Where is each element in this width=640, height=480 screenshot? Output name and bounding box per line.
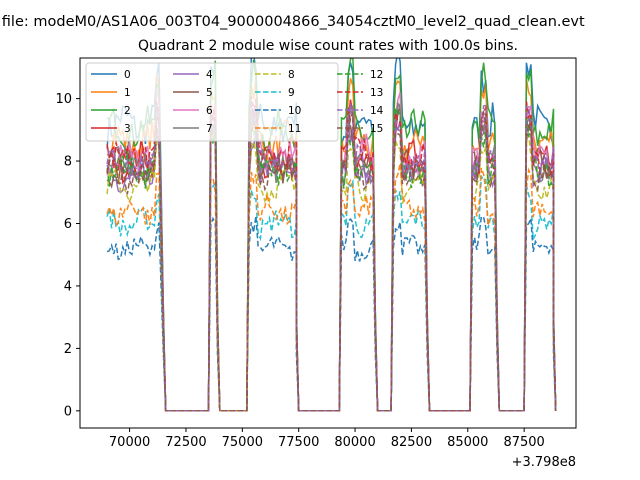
y-tick-label: 10 [55, 92, 72, 107]
legend-label-10: 10 [288, 105, 301, 117]
x-tick-label: 72500 [165, 435, 206, 450]
y-tick-label: 2 [64, 342, 72, 357]
figure-suptitle: n file: modeM0/AS1A06_003T04_9000004866_… [0, 14, 585, 30]
legend-label-1: 1 [124, 87, 131, 99]
legend-label-12: 12 [370, 69, 383, 81]
chart-title: Quadrant 2 module wise count rates with … [138, 38, 518, 54]
legend-label-7: 7 [206, 123, 213, 135]
x-tick-label: 77500 [278, 435, 319, 450]
legend-label-11: 11 [288, 123, 301, 135]
legend-label-0: 0 [124, 69, 131, 81]
legend-label-4: 4 [206, 69, 213, 81]
legend-label-9: 9 [288, 87, 295, 99]
legend-label-13: 13 [370, 87, 383, 99]
legend-label-3: 3 [124, 123, 131, 135]
y-tick-label: 8 [64, 155, 72, 170]
x-tick-label: 87500 [503, 435, 544, 450]
x-tick-label: 82500 [391, 435, 432, 450]
y-tick-label: 4 [64, 279, 72, 294]
series-line-14 [106, 97, 557, 412]
series-layer [106, 58, 557, 412]
legend-label-6: 6 [206, 105, 213, 117]
x-offset-label: +3.798e8 [512, 455, 576, 470]
series-line-15 [106, 109, 557, 412]
x-tick-label: 75000 [222, 435, 263, 450]
x-axis: 70000 72500 75000 77500 80000 82500 85000 87500 [109, 428, 545, 450]
legend-box [85, 62, 339, 142]
series-line-8 [106, 133, 557, 412]
series-line-9 [106, 174, 557, 412]
legend-label-8: 8 [288, 69, 295, 81]
y-tick-label: 0 [64, 404, 72, 419]
legend-label-5: 5 [206, 87, 213, 99]
x-tick-label: 85000 [447, 435, 488, 450]
x-tick-label: 70000 [109, 435, 150, 450]
y-tick-label: 6 [64, 217, 72, 232]
x-tick-label: 80000 [334, 435, 375, 450]
legend-label-15: 15 [370, 123, 383, 135]
y-axis: 0 2 4 6 8 10 [55, 92, 80, 419]
plot-frame [79, 57, 577, 429]
legend-label-2: 2 [124, 105, 131, 117]
legend-label-14: 14 [370, 105, 384, 117]
series-line-10 [106, 215, 557, 412]
series-line-11 [106, 163, 557, 412]
